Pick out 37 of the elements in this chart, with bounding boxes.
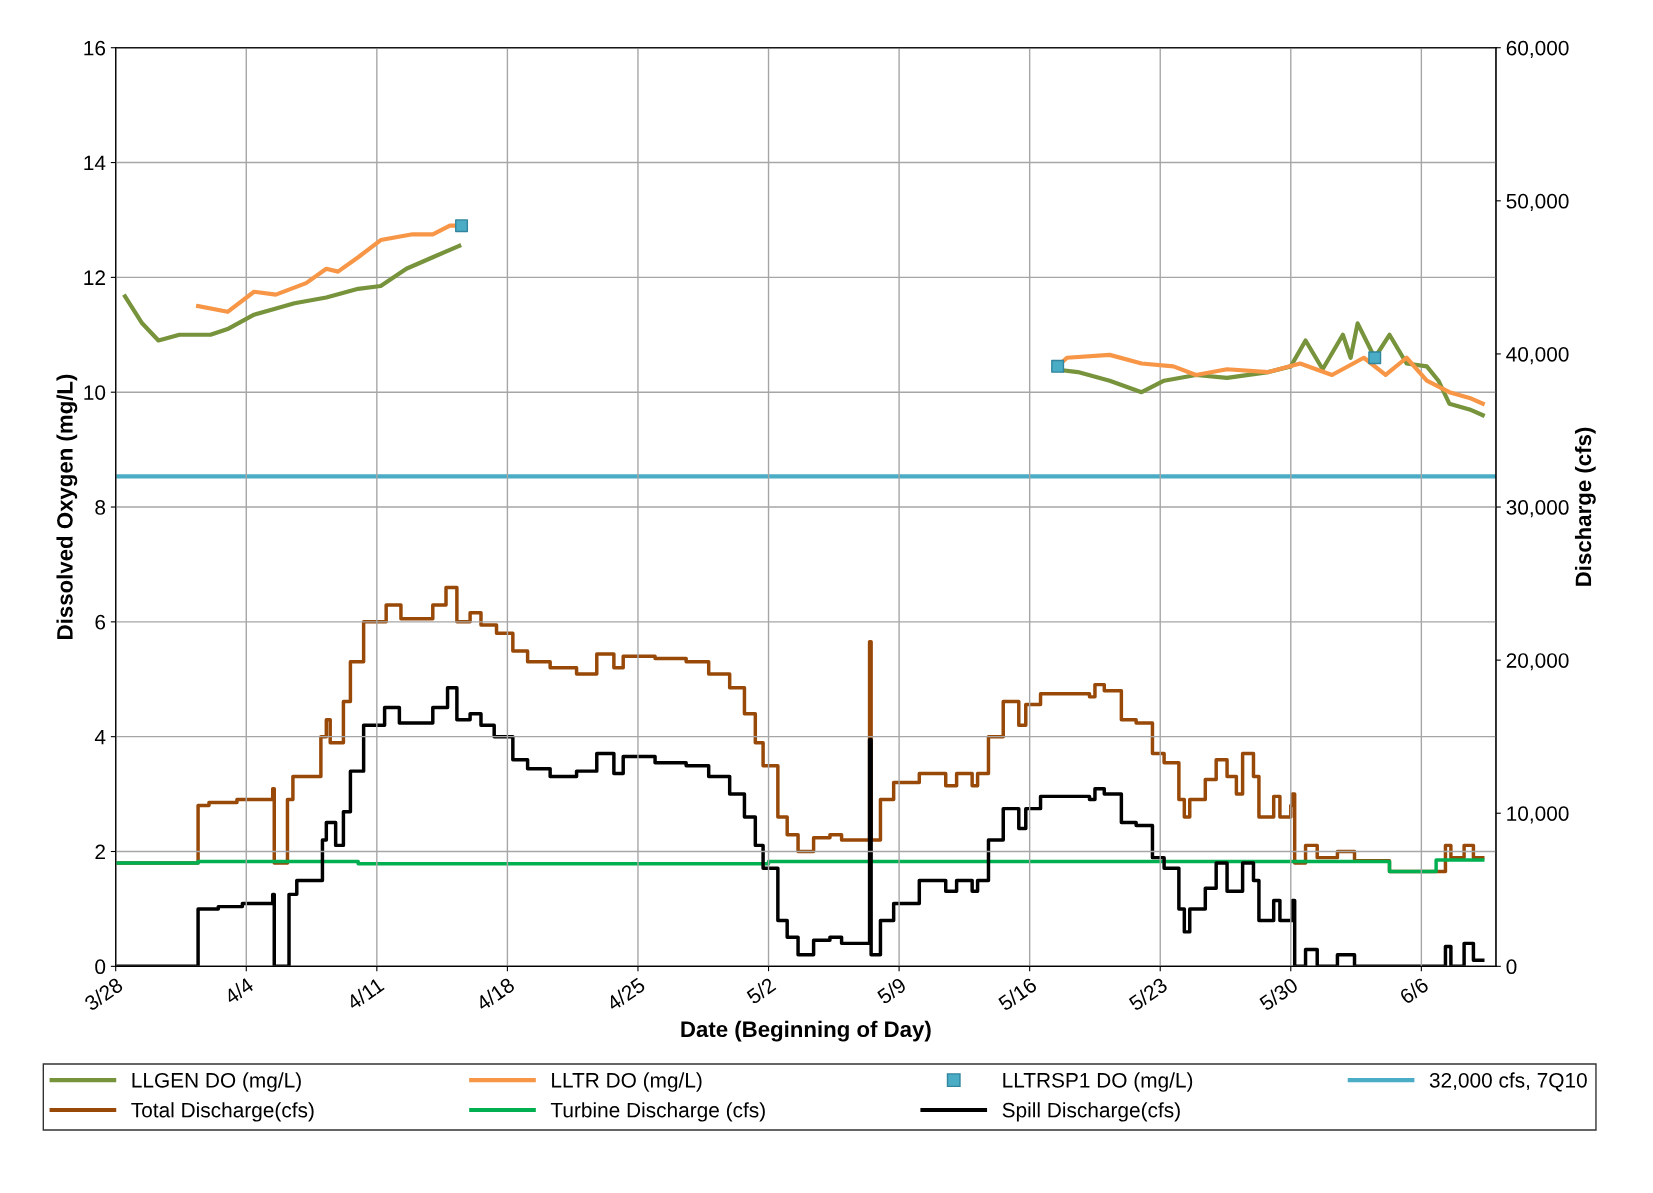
y-tick-label: 0	[95, 959, 106, 975]
y2-tick-label: 50,000	[1506, 193, 1569, 212]
y2-tick-label: 10,000	[1507, 806, 1569, 824]
x-tick-label: 4/11	[345, 976, 385, 1011]
y-tick-label: 2	[95, 844, 105, 860]
legend-label: Spill Discharge(cfs)	[1002, 1102, 1180, 1122]
legend-label: 32,000 cfs, 7Q10	[1429, 1072, 1587, 1092]
x-tick-label: 4/18	[474, 976, 516, 1012]
x-axis-title: Date (Beginning of Day)	[681, 1020, 931, 1042]
legend-label: LLTR DO (mg/L)	[552, 1072, 702, 1092]
x-tick-label: 4/25	[605, 976, 647, 1012]
legend-label: LLGEN DO (mg/L)	[132, 1072, 301, 1092]
legend-label: Turbine Discharge (cfs)	[550, 1102, 765, 1122]
x-tick-label: 6/6	[1398, 976, 1430, 1005]
legend-label: LLTRSP1 DO (mg/L)	[1003, 1072, 1193, 1092]
y2-tick-label: 30,000	[1506, 500, 1569, 518]
y2-tick-label: 0	[1506, 959, 1517, 975]
x-tick-label: 5/23	[1127, 976, 1169, 1012]
x-tick-label: 4/4	[222, 976, 255, 1005]
y-tick-label: 16	[84, 40, 106, 56]
y-axis-title: Dissolved Oxygen (mg/L)	[56, 374, 78, 639]
x-tick-label: 5/16	[997, 976, 1038, 1012]
x-tick-label: 5/30	[1258, 976, 1299, 1012]
y2-tick-label: 20,000	[1506, 653, 1569, 671]
x-tick-label: 5/9	[876, 976, 908, 1005]
y-tick-label: 12	[84, 270, 105, 285]
legend-label: Total Discharge(cfs)	[131, 1102, 314, 1122]
y-tick-label: 6	[95, 614, 106, 630]
y2-tick-label: 40,000	[1506, 346, 1569, 365]
x-tick-label: 3/28	[83, 976, 124, 1012]
x-tick-label: 5/2	[745, 976, 777, 1005]
y2-axis-title: Discharge (cfs)	[1574, 427, 1596, 586]
y2-tick-label: 60,000	[1506, 40, 1569, 58]
y-tick-label: 8	[95, 500, 106, 515]
y-tick-label: 4	[94, 729, 106, 745]
y-tick-label: 10	[84, 385, 106, 400]
y-tick-label: 14	[84, 155, 106, 171]
